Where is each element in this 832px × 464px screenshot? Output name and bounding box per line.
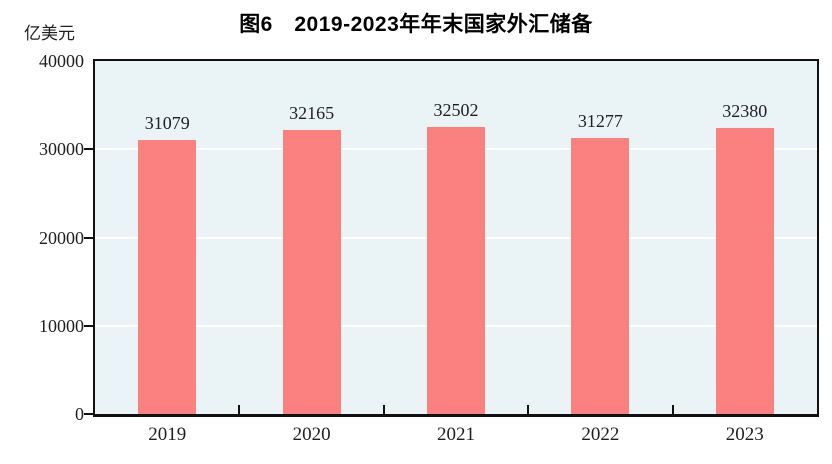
- y-axis-tick-0: [84, 413, 93, 415]
- y-axis-unit-label: 亿美元: [24, 24, 75, 43]
- x-axis-tick-1: [238, 405, 241, 414]
- y-axis-label-30000: 30000: [39, 139, 84, 160]
- y-axis-label-40000: 40000: [39, 51, 84, 71]
- bar-value-label-2019: 31079: [144, 113, 190, 133]
- y-axis-tick-20000: [84, 236, 93, 239]
- bar-value-label-2020: 32165: [289, 103, 335, 123]
- x-axis-label-2022: 2022: [581, 424, 620, 445]
- plot-area: 31079 32165 32502 31277 32380: [93, 59, 819, 417]
- bar-2020: [282, 130, 341, 414]
- bar-value-label-2021: 32502: [433, 100, 479, 120]
- bar-value-label-2022: 31277: [577, 111, 623, 131]
- x-axis-tick-4: [671, 405, 674, 414]
- y-axis-tick-10000: [84, 324, 93, 327]
- x-axis-label-2021: 2021: [437, 424, 475, 445]
- x-axis-label-2019: 2019: [148, 424, 187, 445]
- x-axis-label-2023: 2023: [725, 424, 764, 445]
- bar-2021: [427, 127, 485, 414]
- chart-title: 图6 2019-2023年年末国家外汇储备: [239, 13, 593, 36]
- y-axis-label-0: 0: [75, 404, 84, 424]
- bar-value-label-2023: 32380: [722, 101, 768, 121]
- x-axis-tick-2: [382, 405, 385, 414]
- y-axis-tick-30000: [84, 148, 93, 151]
- y-axis-label-10000: 10000: [39, 315, 84, 336]
- x-axis-tick-3: [527, 405, 530, 414]
- bar-2022: [571, 138, 630, 414]
- y-axis-label-20000: 20000: [39, 227, 84, 248]
- bar-2019: [138, 140, 197, 414]
- x-axis-label-2020: 2020: [292, 424, 331, 445]
- bar-2023: [715, 128, 774, 414]
